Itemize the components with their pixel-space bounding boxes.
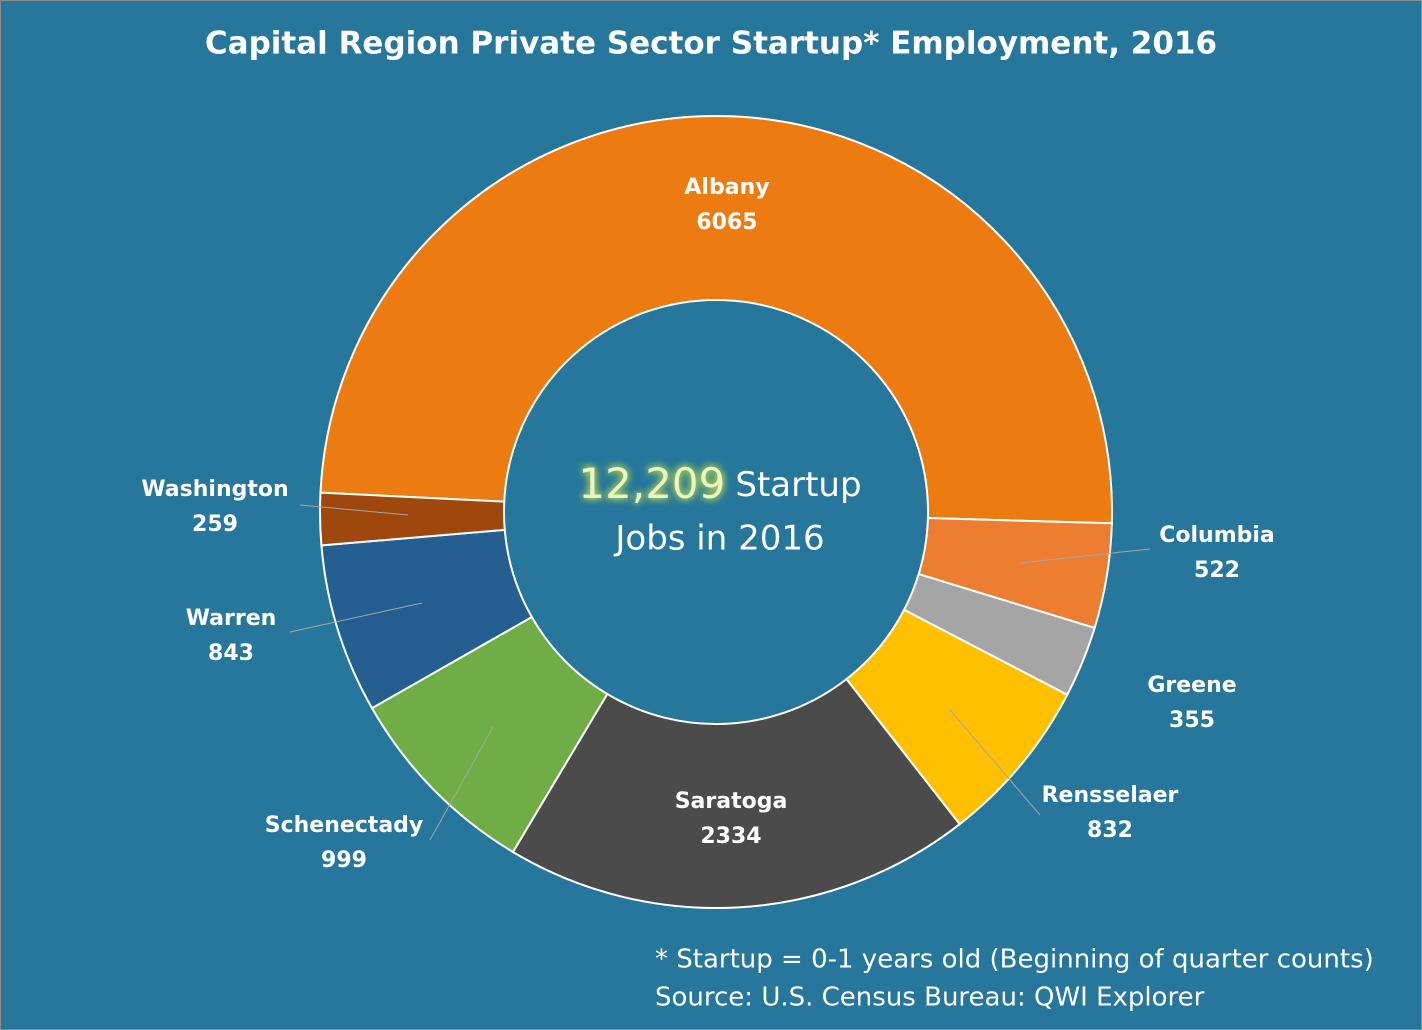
chart-title: Capital Region Private Sector Startup* E… <box>205 26 1217 62</box>
center-text-line2: Jobs in 2016 <box>613 519 824 559</box>
leader-line <box>289 602 423 633</box>
slice-value: 355 <box>1169 708 1215 733</box>
slice-value: 999 <box>321 848 367 873</box>
leader-line <box>949 709 1041 816</box>
slice-value: 843 <box>208 641 254 666</box>
footnote: * Startup = 0-1 years old (Beginning of … <box>655 945 1374 975</box>
slice-label: Warren <box>186 606 277 631</box>
donut-slice <box>319 115 1113 525</box>
center-text: 12,209 Startup <box>578 459 861 508</box>
leader-line <box>1019 548 1151 564</box>
donut-slice <box>511 677 962 910</box>
slices <box>319 115 1113 910</box>
slice-value: 259 <box>192 512 238 537</box>
slice-label: Albany <box>684 175 769 200</box>
donut-slice <box>319 491 506 547</box>
slice-label: Schenectady <box>265 813 424 838</box>
slice-label: Columbia <box>1159 523 1275 548</box>
center-total: 12,209 <box>578 459 725 508</box>
slice-label: Saratoga <box>675 789 788 814</box>
center-word: Startup <box>735 465 861 505</box>
slice-label: Rensselaer <box>1042 783 1179 808</box>
slice-value: 6065 <box>696 210 757 235</box>
footnote: Source: U.S. Census Bureau: QWI Explorer <box>655 983 1205 1013</box>
slice-label: Greene <box>1147 673 1236 698</box>
slice-label: Washington <box>141 477 288 502</box>
slice-value: 2334 <box>700 824 761 849</box>
slice-value: 832 <box>1087 818 1133 843</box>
slice-value: 522 <box>1194 558 1240 583</box>
leader-line <box>299 504 409 516</box>
leader-line <box>429 726 494 841</box>
